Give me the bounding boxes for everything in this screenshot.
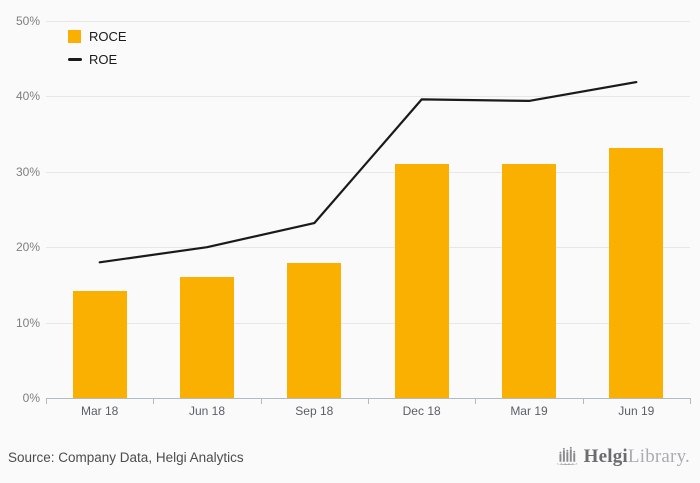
- y-axis-label: 10%: [15, 315, 40, 330]
- gridline-20: [46, 247, 690, 249]
- legend-item-roe: ROE: [68, 51, 127, 67]
- logo-text-library: Library.: [627, 446, 690, 467]
- y-axis-label: 20%: [15, 240, 40, 255]
- y-axis-label: 0%: [22, 391, 40, 405]
- x-axis-label: Jun 18: [188, 404, 225, 418]
- legend: ROCE ROE: [68, 28, 127, 74]
- x-axis-tick: [582, 398, 584, 404]
- gridline-10: [46, 322, 690, 324]
- source-text: Source: Company Data, Helgi Analytics: [8, 450, 244, 465]
- legend-label-roe: ROE: [89, 51, 118, 67]
- roce-swatch-icon: [68, 29, 81, 43]
- x-axis-label: Mar 19: [510, 404, 548, 418]
- x-axis-tick: [475, 398, 477, 404]
- x-axis-tick: [368, 398, 369, 404]
- x-axis-label: Sep 18: [295, 404, 334, 418]
- y-axis-label: 40%: [15, 89, 40, 104]
- helgi-library-logo: HelgiLibrary.: [556, 444, 690, 468]
- roce-bar: [287, 263, 341, 398]
- logo-text-helgi: Helgi: [583, 446, 628, 467]
- gridline-30: [46, 171, 690, 173]
- legend-label-roce: ROCE: [89, 28, 127, 44]
- x-axis-tick: [153, 398, 155, 404]
- roce-bar: [180, 277, 234, 398]
- roce-bar: [395, 164, 449, 398]
- x-axis-label: Mar 18: [80, 404, 119, 418]
- y-axis-label: 50%: [15, 14, 40, 28]
- roce-bar: [73, 291, 127, 398]
- x-axis-tick: [260, 398, 262, 404]
- roe-swatch-icon: [68, 57, 82, 61]
- x-axis-tick: [46, 398, 47, 404]
- x-axis-label: Dec 18: [402, 404, 441, 418]
- legend-item-roce: ROCE: [68, 28, 127, 44]
- helgi-logo-bars-icon: [556, 446, 578, 465]
- x-axis-tick: [690, 398, 691, 404]
- gridline-40: [46, 96, 690, 98]
- gridline-50: [46, 21, 690, 22]
- y-axis-label: 30%: [15, 164, 40, 179]
- roce-bar: [502, 164, 556, 398]
- roce-bar: [609, 148, 663, 398]
- x-axis-label: Jun 19: [618, 404, 655, 418]
- logo-wordmark: HelgiLibrary.: [584, 446, 690, 468]
